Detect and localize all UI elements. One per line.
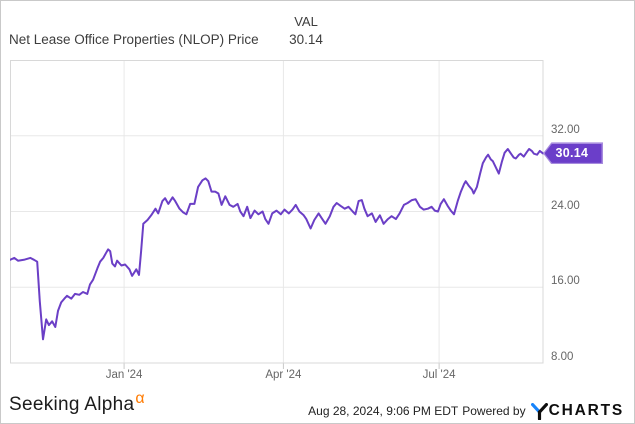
y-tick-label: 8.00: [551, 351, 574, 363]
val-label: VAL: [294, 14, 318, 29]
x-tick-label: Apr '24: [265, 369, 302, 381]
val-block: VAL 30.14: [246, 14, 366, 47]
plot-border: [10, 60, 544, 364]
y-tick-label: 32.00: [551, 123, 580, 136]
x-tick-label: Jul '24: [422, 369, 456, 381]
price-badge-inner: 30.14: [544, 143, 602, 163]
y-axis: 32.00 24.00 16.00 8.00: [551, 60, 601, 370]
price-badge-text: 30.14: [555, 146, 589, 161]
val-value: 30.14: [289, 32, 323, 47]
footer-right: Aug 28, 2024, 9:06 PM EDT Powered by CHA…: [308, 402, 624, 420]
alpha-icon: α: [135, 390, 145, 407]
x-tick-label: Jan '24: [105, 369, 143, 381]
price-badge: 30.14: [543, 142, 603, 165]
y-tick-label: 16.00: [551, 275, 580, 288]
footer-timestamp: Aug 28, 2024, 9:06 PM EDT: [308, 404, 459, 418]
seeking-alpha-logo: Seeking Alphaα: [9, 390, 145, 416]
price-line: [10, 148, 544, 341]
powered-by-label: Powered by: [462, 404, 526, 418]
chart-svg: [10, 60, 544, 369]
ycharts-y-icon: [530, 402, 548, 420]
y-tick-label: 24.00: [551, 199, 580, 212]
ycharts-wordmark: CHARTS: [548, 402, 624, 419]
seeking-alpha-wordmark: Seeking Alpha: [9, 394, 135, 415]
ycharts-logo: CHARTS: [530, 402, 624, 420]
x-axis: Jan '24 Apr '24 Jul '24: [10, 369, 550, 385]
chart-title: Net Lease Office Properties (NLOP) Price: [9, 32, 259, 47]
